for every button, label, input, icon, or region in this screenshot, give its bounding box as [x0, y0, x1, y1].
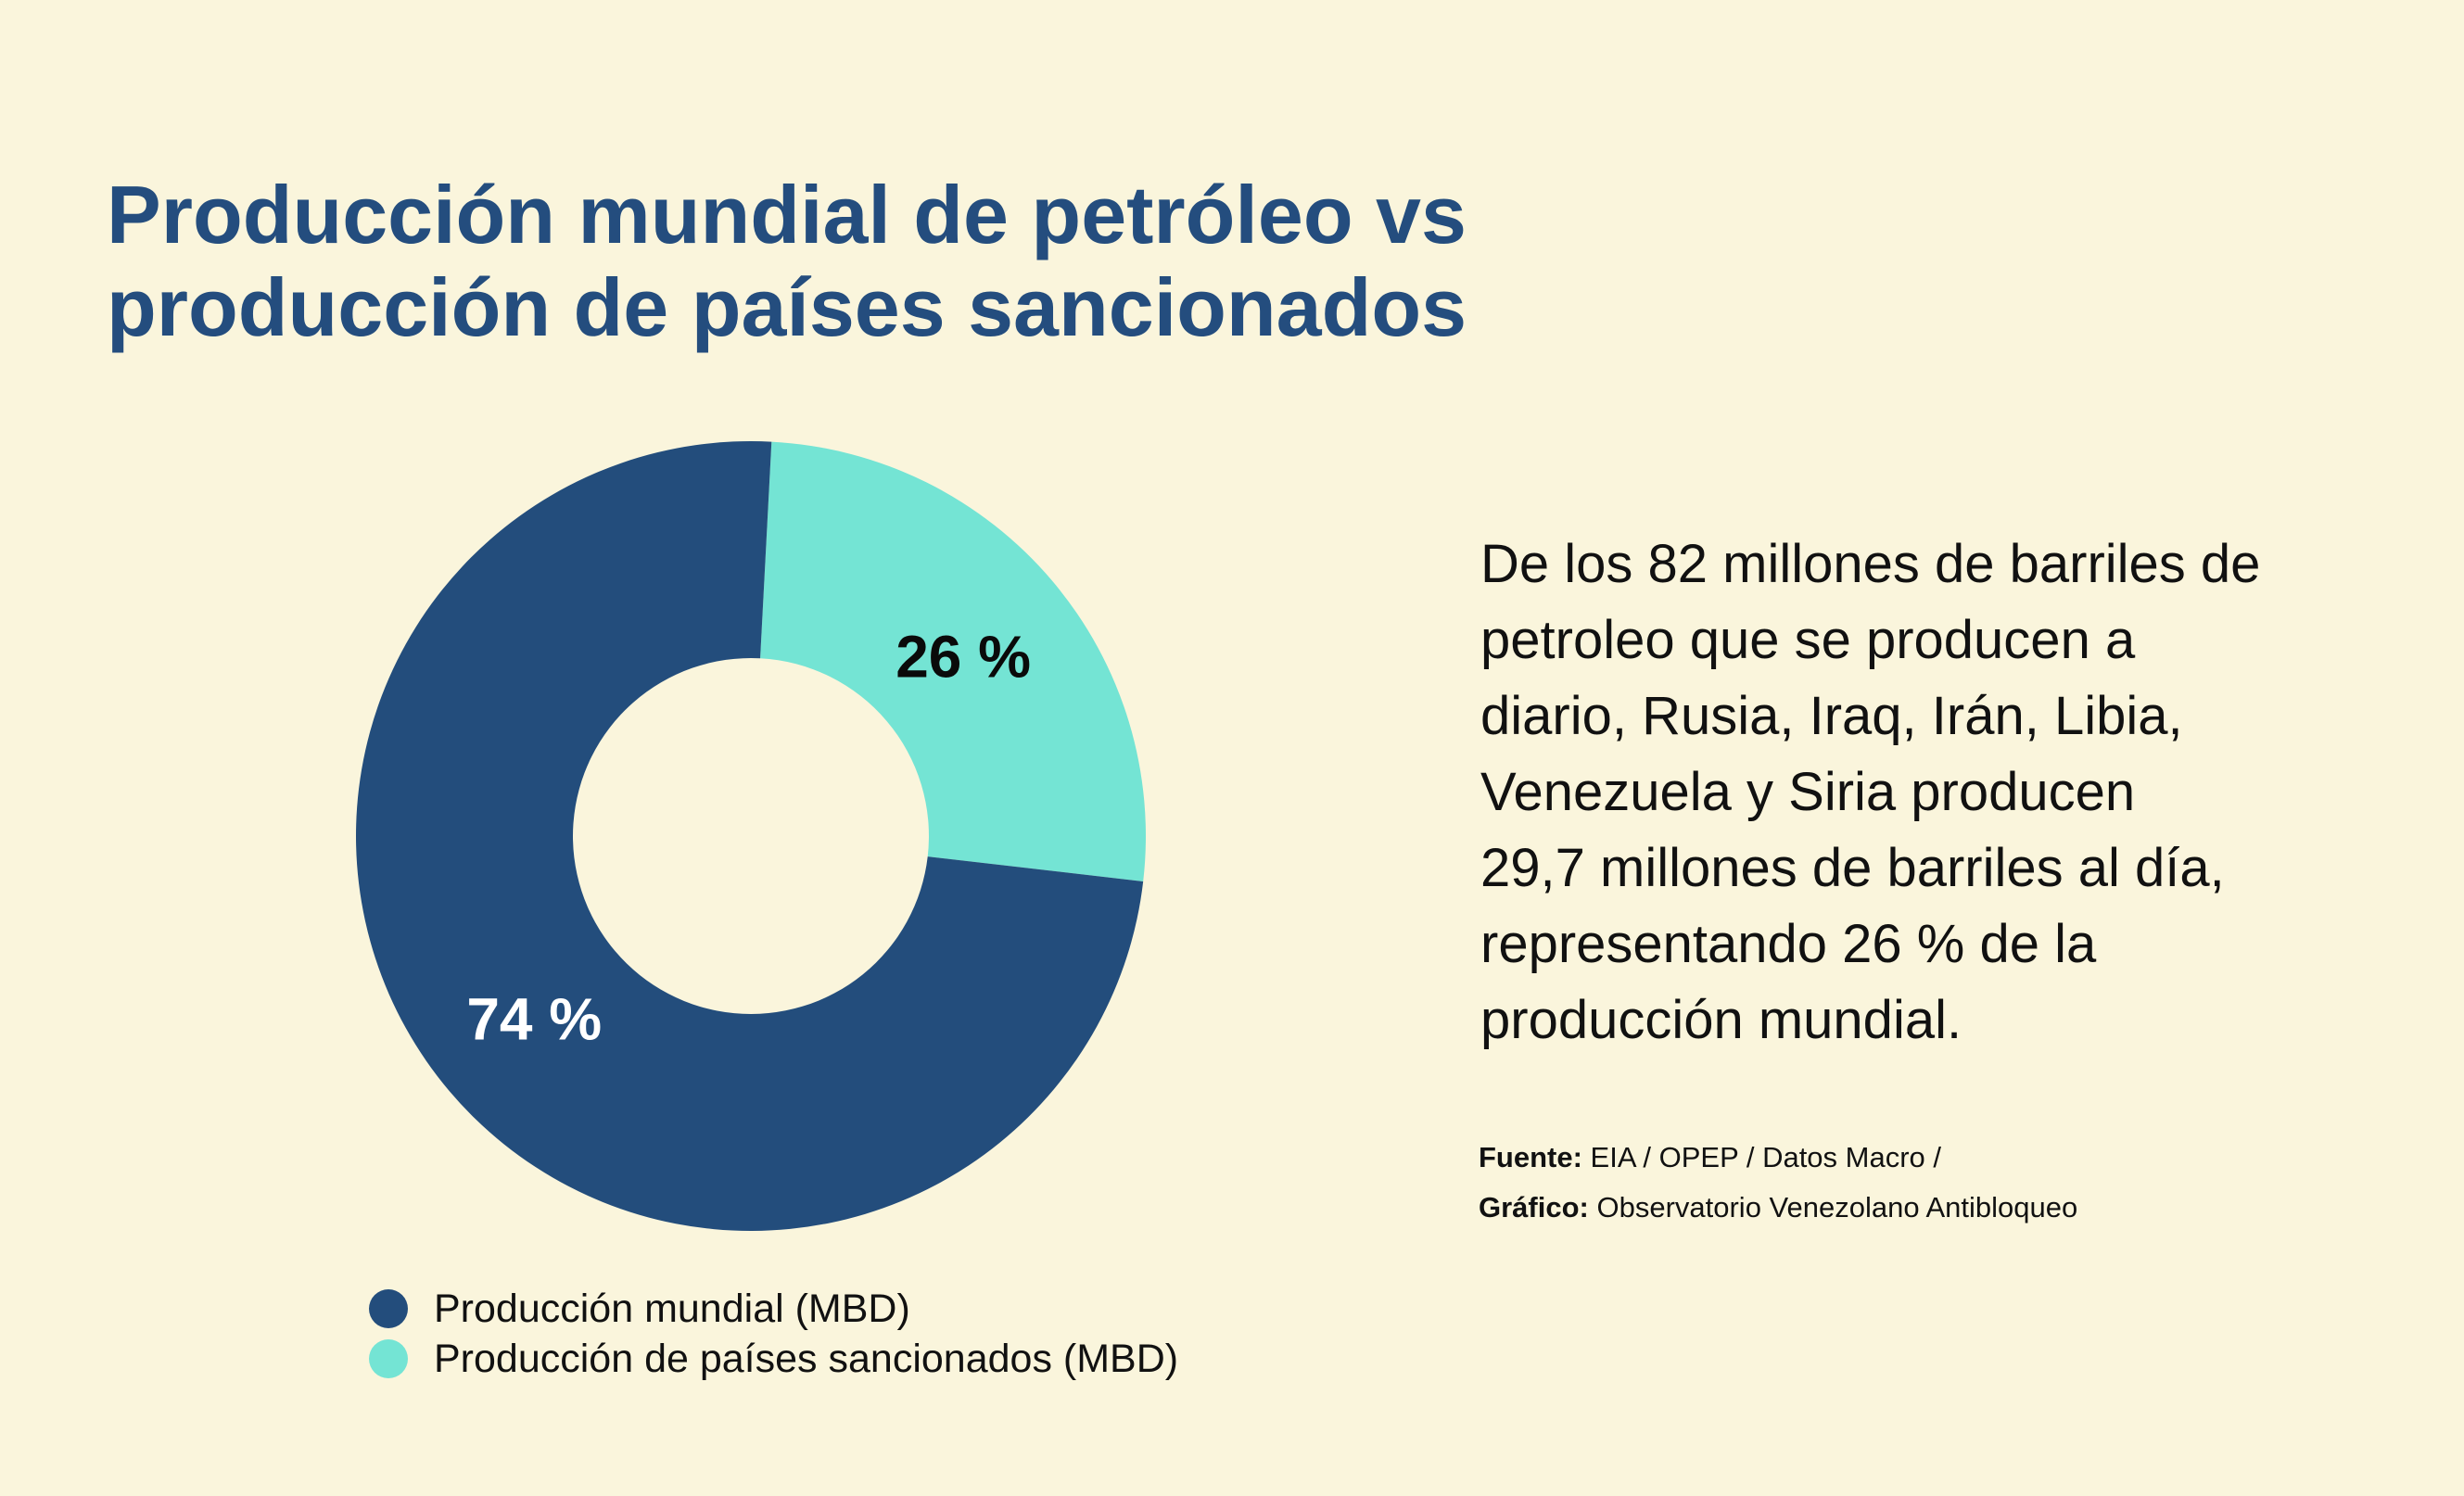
- donut-slice-world-production: [356, 440, 1144, 1232]
- slice-label-sanctioned-production: 26 %: [895, 623, 1031, 690]
- description-text: De los 82 millones de barriles de petrol…: [1480, 526, 2407, 1059]
- description-line-4: Venezuela y Siria producen: [1480, 762, 2136, 822]
- chart-title-line-2: producción de países sancionados: [107, 261, 1467, 353]
- description-line-7: producción mundial.: [1480, 990, 1962, 1050]
- legend-swatch-world-production: [369, 1289, 408, 1328]
- legend-label-sanctioned-production: Producción de países sancionados (MBD): [434, 1336, 1179, 1381]
- description-line-3: diario, Rusia, Iraq, Irán, Libia,: [1480, 686, 2183, 746]
- legend-item-world-production: Producción mundial (MBD): [369, 1284, 1389, 1334]
- donut-slice-sanctioned-production: [760, 441, 1146, 881]
- source-credit-value: EIA / OPEP / Datos Macro /: [1581, 1141, 1942, 1173]
- legend-label-world-production: Producción mundial (MBD): [434, 1286, 910, 1331]
- source-credit: Fuente: EIA / OPEP / Datos Macro /: [1479, 1133, 2406, 1183]
- legend-item-sanctioned-production: Producción de países sancionados (MBD): [369, 1334, 1389, 1384]
- credits: Fuente: EIA / OPEP / Datos Macro / Gráfi…: [1479, 1133, 2406, 1233]
- slice-label-world-production: 74 %: [466, 986, 602, 1053]
- chart-legend: Producción mundial (MBD) Producción de p…: [369, 1284, 1389, 1384]
- graphic-credit: Gráfico: Observatorio Venezolano Antiblo…: [1479, 1183, 2406, 1233]
- description-line-2: petroleo que se producen a: [1480, 610, 2136, 670]
- description-line-1: De los 82 millones de barriles de: [1480, 534, 2261, 594]
- chart-title-line-1: Producción mundial de petróleo vs: [107, 169, 1467, 260]
- graphic-credit-key: Gráfico:: [1479, 1191, 1589, 1223]
- source-credit-key: Fuente:: [1479, 1141, 1582, 1173]
- description-line-6: representando 26 % de la: [1480, 914, 2097, 974]
- description-line-5: 29,7 millones de barriles al día,: [1480, 838, 2225, 898]
- chart-title: Producción mundial de petróleo vs produc…: [107, 169, 1683, 354]
- graphic-credit-value: Observatorio Venezolano Antibloqueo: [1588, 1191, 2078, 1223]
- legend-swatch-sanctioned-production: [369, 1339, 408, 1378]
